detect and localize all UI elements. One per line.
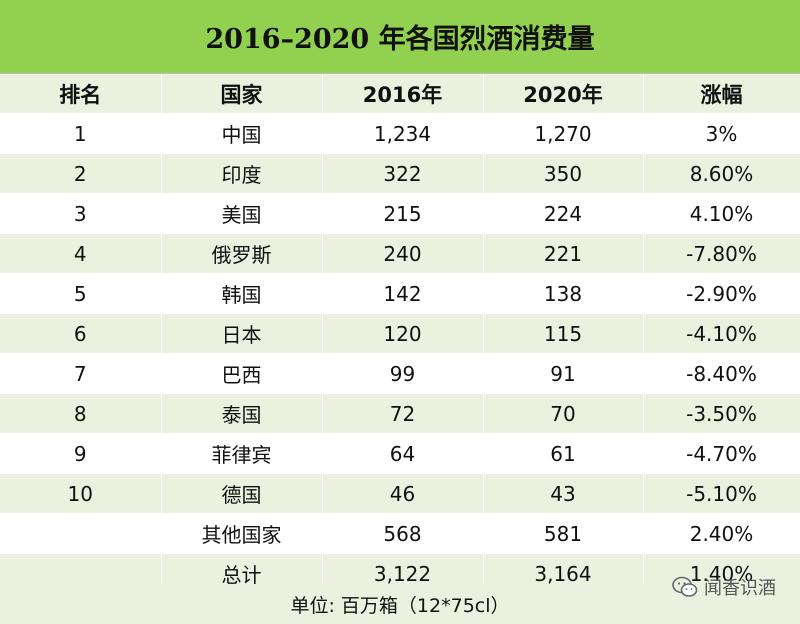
wechat-icon xyxy=(672,576,698,598)
value-2020-cell: 115 xyxy=(483,313,644,354)
watermark: 闻香识酒 xyxy=(672,572,776,602)
value-2020-cell: 91 xyxy=(483,353,644,394)
table-row: 3 美国 215 224 4.10% xyxy=(0,193,800,234)
table-row: 其他国家 568 581 2.40% xyxy=(0,513,800,554)
table-row: 9 菲律宾 64 61 -4.70% xyxy=(0,433,800,474)
change-cell: -4.70% xyxy=(643,433,800,474)
value-2020-cell: 224 xyxy=(483,193,644,234)
value-2016-cell: 120 xyxy=(322,313,484,354)
change-cell: 3% xyxy=(643,113,800,154)
header-2020: 2020年 xyxy=(483,74,644,114)
change-cell: 4.10% xyxy=(643,193,800,234)
country-cell: 美国 xyxy=(161,193,323,234)
country-cell: 其他国家 xyxy=(161,513,323,554)
country-cell: 中国 xyxy=(161,113,323,154)
change-cell: 8.60% xyxy=(643,153,800,194)
watermark-text: 闻香识酒 xyxy=(704,578,776,599)
table-row: 10 德国 46 43 -5.10% xyxy=(0,473,800,514)
country-cell: 德国 xyxy=(161,473,323,514)
header-row: 排名 国家 2016年 2020年 涨幅 xyxy=(0,74,800,114)
value-2016-cell: 1,234 xyxy=(322,113,484,154)
country-cell: 菲律宾 xyxy=(161,433,323,474)
rank-cell: 9 xyxy=(0,433,162,474)
table-title: 2016–2020 年各国烈酒消费量 xyxy=(0,0,800,74)
change-cell: 2.40% xyxy=(643,513,800,554)
value-2020-cell: 350 xyxy=(483,153,644,194)
rank-cell: 6 xyxy=(0,313,162,354)
table-row: 5 韩国 142 138 -2.90% xyxy=(0,273,800,314)
header-rank: 排名 xyxy=(0,74,162,114)
table-row: 4 俄罗斯 240 221 -7.80% xyxy=(0,233,800,274)
change-cell: -5.10% xyxy=(643,473,800,514)
change-cell: -3.50% xyxy=(643,393,800,434)
rank-cell: 3 xyxy=(0,193,162,234)
value-2020-cell: 221 xyxy=(483,233,644,274)
value-2016-cell: 568 xyxy=(322,513,484,554)
country-cell: 俄罗斯 xyxy=(161,233,323,274)
value-2016-cell: 142 xyxy=(322,273,484,314)
table-row: 8 泰国 72 70 -3.50% xyxy=(0,393,800,434)
value-2016-cell: 64 xyxy=(322,433,484,474)
country-cell: 日本 xyxy=(161,313,323,354)
country-cell: 韩国 xyxy=(161,273,323,314)
rank-cell: 4 xyxy=(0,233,162,274)
header-country: 国家 xyxy=(161,74,323,114)
table-row: 7 巴西 99 91 -8.40% xyxy=(0,353,800,394)
value-2016-cell: 72 xyxy=(322,393,484,434)
change-cell: -8.40% xyxy=(643,353,800,394)
value-2016-cell: 240 xyxy=(322,233,484,274)
table-row: 6 日本 120 115 -4.10% xyxy=(0,313,800,354)
unit-note: 单位: 百万箱（12*75cl） xyxy=(0,584,800,624)
value-2020-cell: 70 xyxy=(483,393,644,434)
value-2016-cell: 99 xyxy=(322,353,484,394)
value-2020-cell: 1,270 xyxy=(483,113,644,154)
change-cell: -4.10% xyxy=(643,313,800,354)
rank-cell: 2 xyxy=(0,153,162,194)
value-2020-cell: 138 xyxy=(483,273,644,314)
value-2020-cell: 581 xyxy=(483,513,644,554)
header-change: 涨幅 xyxy=(643,74,800,114)
value-2016-cell: 322 xyxy=(322,153,484,194)
header-2016: 2016年 xyxy=(322,74,484,114)
value-2016-cell: 46 xyxy=(322,473,484,514)
rank-cell: 7 xyxy=(0,353,162,394)
country-cell: 印度 xyxy=(161,153,323,194)
country-cell: 巴西 xyxy=(161,353,323,394)
rank-cell: 5 xyxy=(0,273,162,314)
country-cell: 泰国 xyxy=(161,393,323,434)
value-2020-cell: 43 xyxy=(483,473,644,514)
rank-cell: 10 xyxy=(0,473,162,514)
value-2020-cell: 61 xyxy=(483,433,644,474)
rank-cell xyxy=(0,513,162,554)
rank-cell: 1 xyxy=(0,113,162,154)
rank-cell: 8 xyxy=(0,393,162,434)
change-cell: -7.80% xyxy=(643,233,800,274)
value-2016-cell: 215 xyxy=(322,193,484,234)
consumption-table: 排名 国家 2016年 2020年 涨幅 1 中国 1,234 1,270 3%… xyxy=(0,74,800,594)
change-cell: -2.90% xyxy=(643,273,800,314)
table-row: 1 中国 1,234 1,270 3% xyxy=(0,113,800,154)
table-row: 2 印度 322 350 8.60% xyxy=(0,153,800,194)
